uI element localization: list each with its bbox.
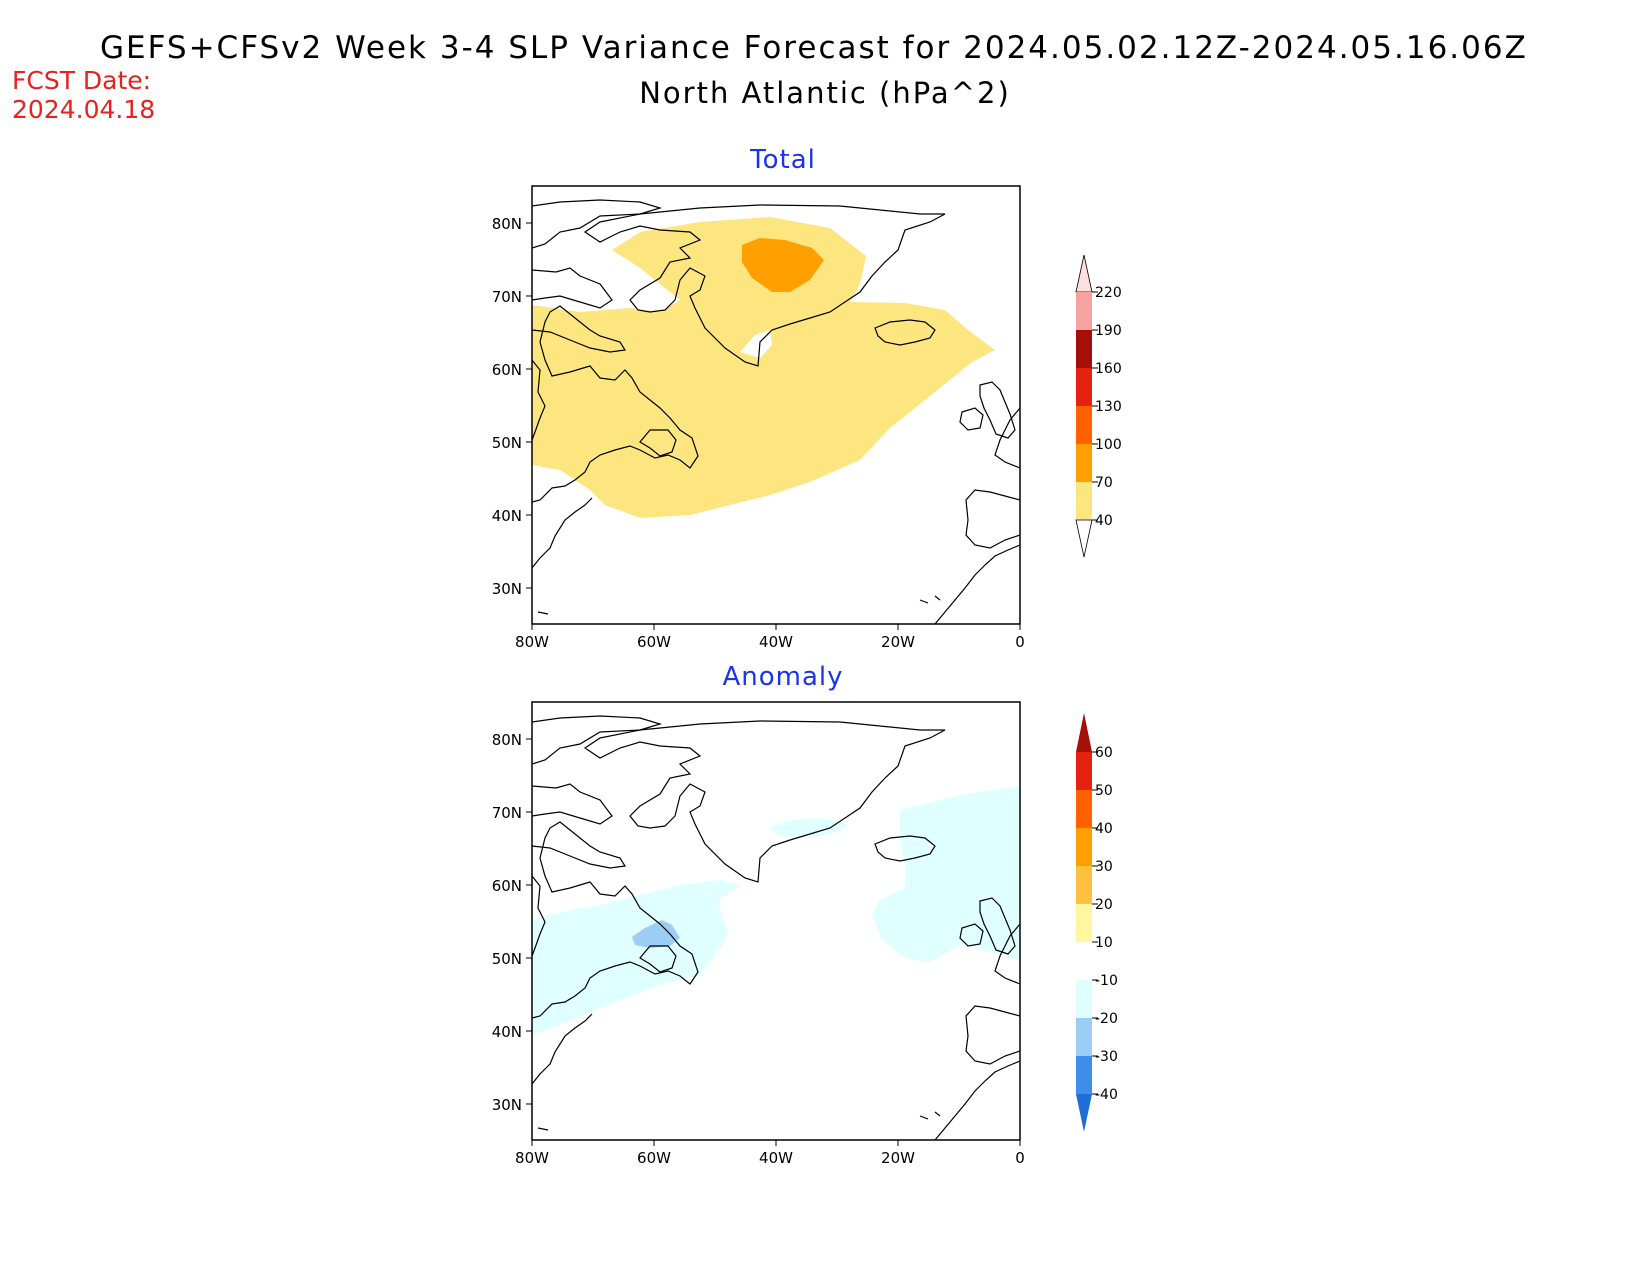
lat-label-50n: 50N (492, 434, 522, 452)
lon-label-80w: 80W (515, 633, 549, 651)
anomaly-colorbar-bottom-cap (1076, 1094, 1092, 1132)
anomaly-colorbar-segment (1076, 752, 1092, 790)
lon-label-20w: 20W (881, 1149, 915, 1167)
colorbar-label: 160 (1095, 361, 1122, 377)
total-variance-40-70-region (532, 217, 995, 518)
anomaly-colorbar: 60 50 40 30 20 10 -10 -20 -30 -40 (1076, 713, 1118, 1132)
lat-label-60n: 60N (492, 361, 522, 379)
lat-label-30n: 30N (492, 1096, 522, 1114)
colorbar-label: 40 (1095, 513, 1113, 529)
colorbar-label: -30 (1095, 1049, 1118, 1065)
panel-title-total: Total (750, 145, 816, 175)
lat-label-40n: 40N (492, 507, 522, 525)
lat-label-60n: 60N (492, 877, 522, 895)
anomaly-colorbar-segment (1076, 1018, 1092, 1056)
anomaly-colorbar-top-cap (1076, 713, 1092, 752)
anomaly-variance-map: 80N 70N 60N 50N 40N 30N 80W 60W 40W 20W … (492, 701, 1025, 1167)
total-colorbar-bottom-cap (1075, 519, 1093, 558)
total-variance-map: 80N 70N 60N 50N 40N 30N 80W 60W 40W 20W … (492, 185, 1025, 651)
lon-label-80w: 80W (515, 1149, 549, 1167)
total-colorbar-top-cap (1075, 254, 1093, 293)
colorbar-label: 20 (1095, 897, 1113, 913)
colorbar-label: 30 (1095, 859, 1113, 875)
lon-label-0: 0 (1015, 633, 1025, 651)
lon-label-20w: 20W (881, 633, 915, 651)
anomaly-minus10-region-east (872, 786, 1020, 962)
forecast-date-value: 2024.04.18 (12, 95, 156, 124)
anomaly-colorbar-segment (1076, 866, 1092, 904)
anomaly-colorbar-segment (1076, 790, 1092, 828)
total-colorbar: 220 190 160 130 100 70 40 (1075, 254, 1122, 558)
lon-label-40w: 40W (759, 633, 793, 651)
anomaly-minus10-region-west (532, 880, 740, 1035)
colorbar-label: 220 (1095, 285, 1122, 301)
total-colorbar-segment (1076, 368, 1092, 406)
anomaly-colorbar-segment (1076, 904, 1092, 942)
lat-label-70n: 70N (492, 804, 522, 822)
panel-title-anomaly: Anomaly (722, 662, 844, 692)
anomaly-colorbar-segment (1076, 980, 1092, 1018)
colorbar-label: 130 (1095, 399, 1122, 415)
forecast-date-label: FCST Date: (12, 66, 152, 95)
chart-subtitle: North Atlantic (hPa^2) (639, 76, 1011, 110)
total-colorbar-segment (1076, 482, 1092, 520)
colorbar-label: 100 (1095, 437, 1122, 453)
total-colorbar-segment (1076, 406, 1092, 444)
lon-label-60w: 60W (637, 633, 671, 651)
colorbar-label: 50 (1095, 783, 1113, 799)
colorbar-label: 40 (1095, 821, 1113, 837)
chart-title: GEFS+CFSv2 Week 3-4 SLP Variance Forecas… (100, 30, 1528, 66)
total-colorbar-segment (1076, 330, 1092, 368)
coastlines (532, 715, 1020, 1140)
colorbar-label: 70 (1095, 475, 1113, 491)
anomaly-colorbar-segment (1076, 1056, 1092, 1094)
colorbar-label: 60 (1095, 745, 1113, 761)
forecast-date-block: FCST Date: 2024.04.18 (12, 66, 155, 124)
anomaly-colorbar-segment (1076, 828, 1092, 866)
lat-label-40n: 40N (492, 1023, 522, 1041)
anomaly-colorbar-segment (1076, 942, 1092, 980)
lon-label-40w: 40W (759, 1149, 793, 1167)
lat-label-50n: 50N (492, 950, 522, 968)
total-variance-70-100-region (742, 238, 824, 292)
lat-label-80n: 80N (492, 215, 522, 233)
anomaly-minus20-region (632, 920, 680, 948)
total-colorbar-segment (1076, 292, 1092, 330)
total-colorbar-segment (1076, 444, 1092, 482)
lat-label-30n: 30N (492, 580, 522, 598)
colorbar-label: 10 (1095, 935, 1113, 951)
colorbar-label: -10 (1095, 973, 1118, 989)
lat-label-70n: 70N (492, 288, 522, 306)
colorbar-label: -40 (1095, 1087, 1118, 1103)
lon-label-0: 0 (1015, 1149, 1025, 1167)
coastlines (532, 199, 1020, 624)
lat-label-80n: 80N (492, 731, 522, 749)
lon-label-60w: 60W (637, 1149, 671, 1167)
colorbar-label: -20 (1095, 1011, 1118, 1027)
colorbar-label: 190 (1095, 323, 1122, 339)
